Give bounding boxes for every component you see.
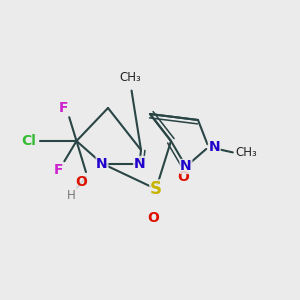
Text: O: O — [177, 170, 189, 184]
Text: N: N — [96, 157, 108, 170]
Text: CH₃: CH₃ — [236, 146, 257, 160]
Text: N: N — [208, 140, 220, 154]
Text: F: F — [53, 164, 63, 178]
Text: Cl: Cl — [21, 134, 36, 148]
Text: O: O — [147, 212, 159, 226]
Text: CH₃: CH₃ — [120, 71, 141, 84]
Text: O: O — [75, 176, 87, 190]
Text: F: F — [59, 100, 68, 115]
Text: H: H — [67, 189, 76, 202]
Text: S: S — [150, 180, 162, 198]
Text: N: N — [134, 157, 145, 170]
Text: N: N — [180, 160, 192, 173]
